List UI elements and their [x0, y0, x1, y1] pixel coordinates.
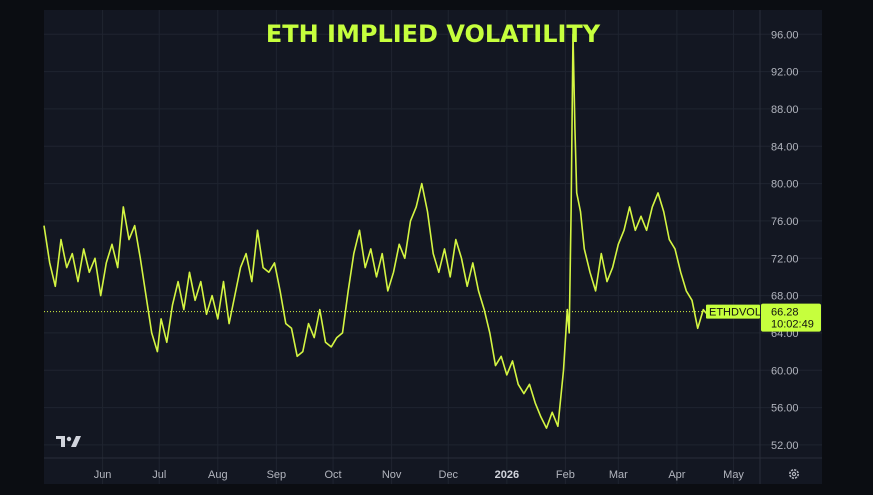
time-tick-label: 2026	[495, 469, 519, 481]
time-tick-label: Jul	[152, 469, 166, 481]
price-tick-label: 72.00	[771, 253, 799, 265]
price-tick-label: 80.00	[771, 179, 799, 191]
series-line-ethdvol[interactable]	[43, 33, 712, 429]
time-tick-label: May	[723, 469, 744, 481]
time-tick-label: Oct	[324, 469, 341, 481]
price-tick-label: 92.00	[771, 67, 799, 79]
time-tick-label: Mar	[609, 469, 628, 481]
price-tick-label: 88.00	[771, 104, 799, 116]
time-tick-label: Nov	[382, 469, 402, 481]
price-tick-label: 52.00	[771, 440, 799, 452]
time-tick-label: Aug	[208, 469, 228, 481]
price-axis[interactable]: 96.00 92.00 88.00 84.00 80.00 76.00 72.00 68.00…	[771, 29, 799, 452]
time-tick-label: Sep	[267, 469, 287, 481]
time-tick-label: Jun	[94, 469, 112, 481]
price-tick-label: 76.00	[771, 216, 799, 228]
last-price-tag-bg	[761, 303, 821, 332]
series-name-label: ETHDVOL	[709, 307, 761, 319]
time-axis[interactable]: Jun Jul Aug Sep Oct Nov Dec 2026 Feb Mar Apr May	[94, 469, 745, 481]
price-tick-label: 56.00	[771, 403, 799, 415]
time-tick-label: Apr	[668, 469, 685, 481]
price-tick-label: 68.00	[771, 291, 799, 303]
price-tick-label: 84.00	[771, 141, 799, 153]
series-name-tag: ETHDVOL	[706, 304, 761, 319]
price-tick-label: 60.00	[771, 365, 799, 377]
time-tick-label: Dec	[439, 469, 459, 481]
chart-title: ETH IMPLIED VOLATILITY	[266, 20, 601, 48]
grid-lines	[44, 10, 822, 484]
series-name-tag-bg	[706, 304, 760, 319]
last-price-value: 66.28	[771, 307, 799, 319]
tradingview-logo-icon[interactable]	[56, 436, 81, 447]
time-tick-label: Feb	[556, 469, 575, 481]
gear-icon[interactable]	[789, 469, 799, 479]
last-price-tag: 66.28 10:02:49	[761, 303, 821, 332]
last-price-countdown: 10:02:49	[771, 319, 814, 331]
price-tick-label: 96.00	[771, 29, 799, 41]
